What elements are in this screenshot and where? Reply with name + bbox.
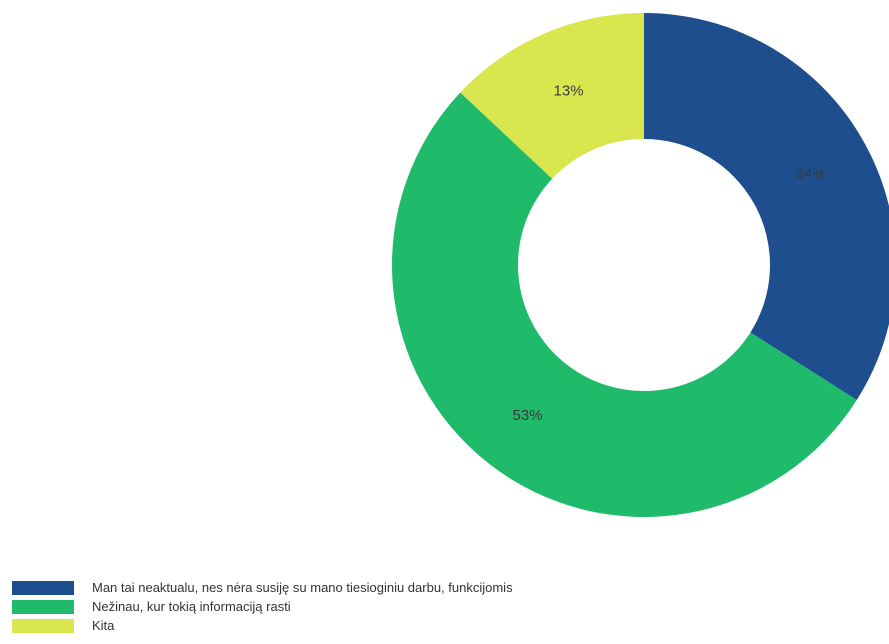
legend-item-0: Man tai neaktualu, nes nėra susiję su ma… [12, 578, 882, 597]
donut-slice-2 [460, 13, 644, 179]
donut-slice-1 [392, 92, 857, 517]
donut-labels: 34% 53% 13% [513, 83, 826, 425]
chart-legend: Man tai neaktualu, nes nėra susiję su ma… [12, 578, 882, 635]
slice-label-2: 13% [554, 83, 584, 100]
legend-label-1: Nežinau, kur tokią informaciją rasti [92, 599, 291, 614]
donut-slices [392, 13, 889, 517]
legend-item-1: Nežinau, kur tokią informaciją rasti [12, 597, 882, 616]
legend-swatch-0 [12, 580, 74, 595]
legend-swatch-2 [12, 618, 74, 633]
legend-label-0: Man tai neaktualu, nes nėra susiję su ma… [92, 580, 513, 595]
legend-label-2: Kita [92, 618, 115, 633]
legend-swatch-1 [12, 599, 74, 614]
slice-label-1: 53% [513, 407, 543, 424]
donut-chart: 34% 53% 13% [392, 13, 889, 517]
legend-item-2: Kita [12, 616, 882, 635]
donut-slice-0 [644, 13, 889, 401]
slice-label-0: 34% [795, 165, 825, 182]
